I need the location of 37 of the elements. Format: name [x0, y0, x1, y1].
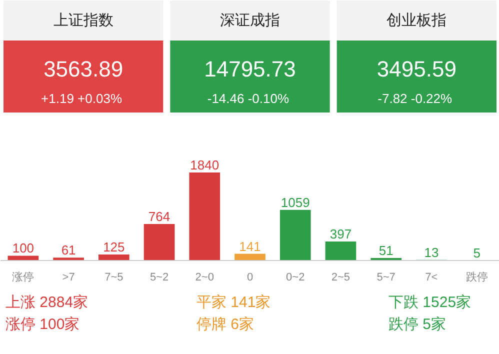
text: -14.46 -0.10% — [207, 91, 290, 106]
data-label: 141 — [239, 238, 261, 254]
x-tick-label: 7~5 — [104, 272, 124, 284]
text: 14795.73 — [204, 56, 296, 82]
x-tick-label: 2~0 — [195, 272, 214, 284]
text: 上证指数 — [53, 12, 114, 29]
x-tick-label: 2~5 — [331, 272, 350, 284]
x-tick-label: 5~7 — [376, 272, 396, 284]
data-label: 61 — [61, 242, 76, 258]
x-tick-label: 5~2 — [150, 272, 169, 284]
text: 3563.89 — [44, 56, 124, 82]
data-label: 5 — [473, 245, 480, 260]
text: 3495.59 — [376, 56, 456, 82]
data-label: 1840 — [190, 158, 220, 172]
text: +1.19 +0.03% — [41, 91, 122, 106]
x-tick-label: 7< — [425, 272, 438, 284]
data-label: 764 — [148, 208, 170, 224]
x-tick-label: >7 — [62, 272, 75, 284]
x-tick-label: 跌停 — [466, 272, 488, 284]
text: -7.82 -0.22% — [378, 91, 453, 106]
text: 创业板指 — [386, 12, 447, 29]
x-tick-label: 0 — [246, 272, 254, 284]
text: 跌停 5家 — [388, 316, 446, 333]
data-label: 1059 — [280, 194, 310, 210]
x-tick-label: 涨停 — [12, 272, 34, 284]
x-tick-label: 0~2 — [286, 272, 305, 284]
text: 停牌 6家 — [196, 316, 254, 333]
text: 涨停 100家 — [6, 316, 80, 333]
text: 下跌 1525家 — [388, 294, 472, 311]
data-label: 397 — [330, 226, 352, 242]
data-label: 13 — [424, 244, 439, 260]
text: 平家 141家 — [196, 294, 271, 311]
data-label: 51 — [378, 243, 394, 258]
text: 深证成指 — [220, 12, 280, 29]
data-label: 125 — [103, 240, 125, 255]
text: 上涨 2884家 — [6, 294, 88, 311]
data-label: 100 — [12, 240, 34, 256]
